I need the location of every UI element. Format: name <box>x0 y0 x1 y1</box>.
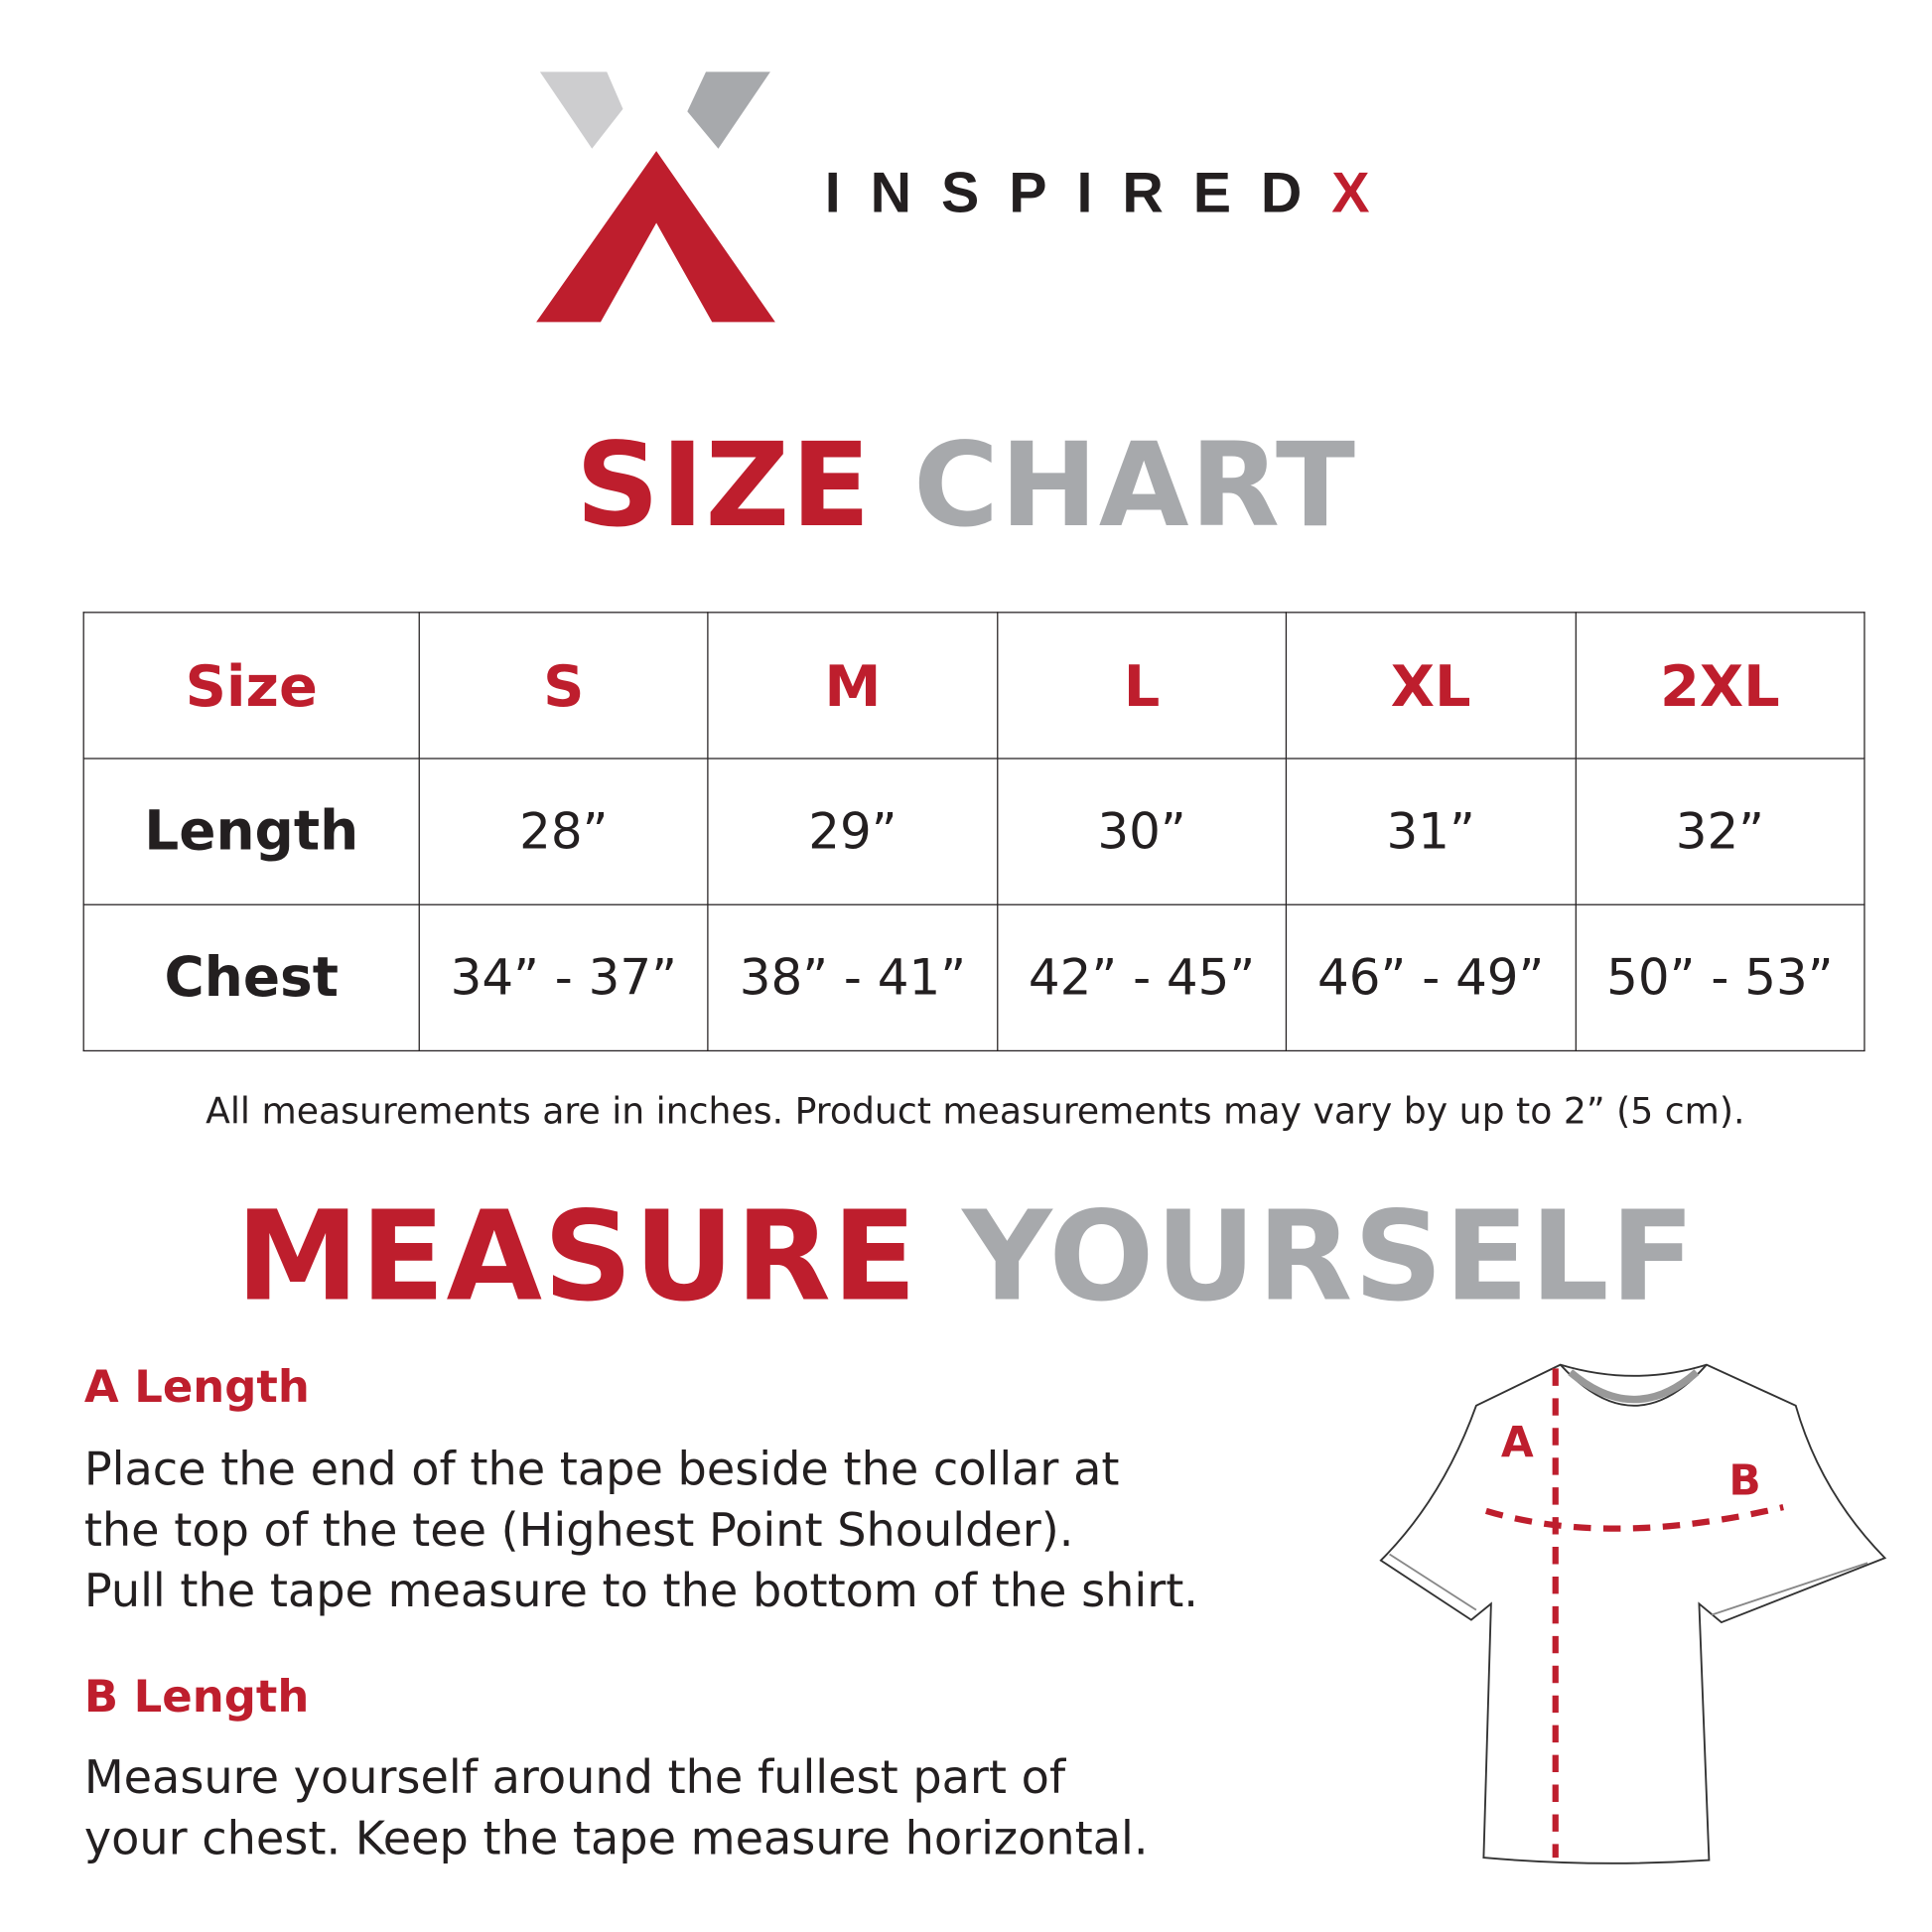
b-length-heading: B Length <box>83 1671 310 1724</box>
measurement-note: All measurements are in inches. Product … <box>206 1089 1745 1133</box>
table-cell: 50” - 53” <box>1575 903 1865 1052</box>
header-cell: L <box>996 612 1288 759</box>
table-row: Chest 34” - 37” 38” - 41” 42” - 45” 46” … <box>82 903 1865 1052</box>
measure-title: MEASURE YOURSELF <box>235 1183 1697 1329</box>
table-cell: 34” - 37” <box>418 903 710 1052</box>
header-cell: M <box>707 612 999 759</box>
table-cell: 42” - 45” <box>996 903 1288 1052</box>
table-cell: 29” <box>707 758 999 905</box>
header-cell: XL <box>1286 612 1577 759</box>
row-label: Chest <box>82 903 420 1052</box>
header-cell: 2XL <box>1575 612 1865 759</box>
table-cell: 28” <box>418 758 710 905</box>
a-length-description: Place the end of the tape beside the col… <box>83 1443 1198 1618</box>
header-cell: Size <box>82 612 420 759</box>
label-a: A <box>1501 1419 1534 1467</box>
tshirt-diagram: A B <box>1379 1363 1887 1864</box>
size-table: Size S M L XL 2XL Length 28” 29” 30” 31”… <box>82 612 1865 1052</box>
table-header-row: Size S M L XL 2XL <box>82 612 1865 759</box>
table-row: Length 28” 29” 30” 31” 32” <box>82 758 1865 905</box>
a-length-heading: A Length <box>83 1362 310 1414</box>
header-cell: S <box>418 612 710 759</box>
label-b: B <box>1728 1457 1760 1506</box>
brand-logo-mark <box>536 71 775 323</box>
b-length-description: Measure yourself around the fullest part… <box>83 1750 1149 1865</box>
table-cell: 46” - 49” <box>1286 903 1577 1052</box>
row-label: Length <box>82 758 420 905</box>
brand-wordmark: INSPIREDX <box>824 159 1400 224</box>
table-cell: 38” - 41” <box>707 903 999 1052</box>
table-cell: 30” <box>996 758 1288 905</box>
table-cell: 32” <box>1575 758 1865 905</box>
table-cell: 31” <box>1286 758 1577 905</box>
size-chart-title: SIZE CHART <box>575 418 1357 554</box>
